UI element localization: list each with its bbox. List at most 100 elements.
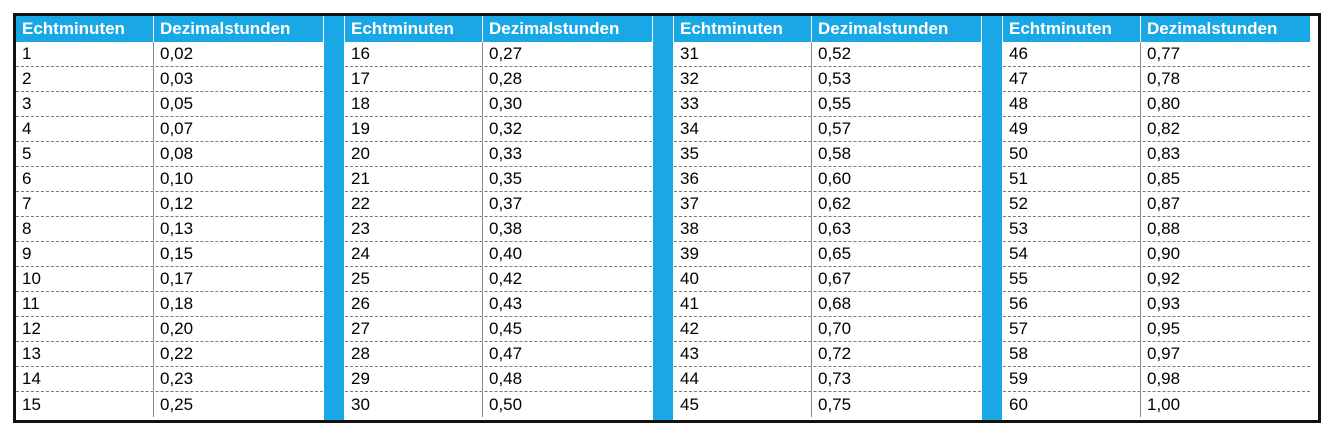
header-row: Echtminuten Dezimalstunden xyxy=(16,16,323,42)
table-row: 4 0,07 xyxy=(16,117,323,142)
decimal-cell: 0,65 xyxy=(818,244,852,263)
decimal-cell: 0,60 xyxy=(818,169,852,188)
table-row: 7 0,12 xyxy=(16,192,323,217)
decimal-cell: 0,03 xyxy=(160,69,194,88)
decimal-cell: 0,37 xyxy=(489,194,523,213)
decimal-cell: 0,90 xyxy=(1147,244,1181,263)
decimal-cell: 0,20 xyxy=(160,319,194,338)
decimal-cell: 0,58 xyxy=(818,144,852,163)
decimal-cell: 0,32 xyxy=(489,119,523,138)
table-row: 22 0,37 xyxy=(345,192,652,217)
minutes-cell: 57 xyxy=(1003,317,1141,341)
table-row: 39 0,65 xyxy=(674,242,981,267)
table-row: 36 0,60 xyxy=(674,167,981,192)
table-row: 42 0,70 xyxy=(674,317,981,342)
table-row: 15 0,25 xyxy=(16,392,323,417)
decimal-cell: 0,47 xyxy=(489,344,523,363)
table-row: 55 0,92 xyxy=(1003,267,1310,292)
table-row: 12 0,20 xyxy=(16,317,323,342)
minutes-cell: 22 xyxy=(345,192,483,216)
header-dezimalstunden: Dezimalstunden xyxy=(1147,19,1278,38)
minutes-cell: 40 xyxy=(674,267,812,291)
table-row: 58 0,97 xyxy=(1003,342,1310,367)
decimal-cell: 0,85 xyxy=(1147,169,1181,188)
table-row: 45 0,75 xyxy=(674,392,981,417)
decimal-cell: 0,77 xyxy=(1147,44,1181,63)
table-row: 49 0,82 xyxy=(1003,117,1310,142)
table-row: 50 0,83 xyxy=(1003,142,1310,167)
decimal-cell: 0,48 xyxy=(489,369,523,388)
column-separator xyxy=(323,16,345,420)
minutes-cell: 11 xyxy=(16,292,154,316)
minutes-cell: 48 xyxy=(1003,92,1141,116)
decimal-cell: 0,17 xyxy=(160,269,194,288)
table-row: 56 0,93 xyxy=(1003,292,1310,317)
decimal-cell: 0,52 xyxy=(818,44,852,63)
minutes-cell: 54 xyxy=(1003,242,1141,266)
decimal-cell: 0,75 xyxy=(818,394,852,414)
table-row: 27 0,45 xyxy=(345,317,652,342)
minutes-cell: 19 xyxy=(345,117,483,141)
minutes-cell: 60 xyxy=(1003,392,1141,417)
table-row: 54 0,90 xyxy=(1003,242,1310,267)
minutes-cell: 12 xyxy=(16,317,154,341)
minutes-cell: 7 xyxy=(16,192,154,216)
minutes-cell: 38 xyxy=(674,217,812,241)
decimal-cell: 0,42 xyxy=(489,269,523,288)
table-row: 51 0,85 xyxy=(1003,167,1310,192)
decimal-cell: 0,55 xyxy=(818,94,852,113)
table-row: 24 0,40 xyxy=(345,242,652,267)
minutes-cell: 16 xyxy=(345,42,483,66)
minutes-cell: 2 xyxy=(16,67,154,91)
minutes-cell: 33 xyxy=(674,92,812,116)
decimal-cell: 0,02 xyxy=(160,44,194,63)
decimal-cell: 0,73 xyxy=(818,369,852,388)
column-separator xyxy=(652,16,674,420)
decimal-cell: 0,68 xyxy=(818,294,852,313)
decimal-cell: 0,43 xyxy=(489,294,523,313)
table-row: 29 0,48 xyxy=(345,367,652,392)
decimal-cell: 0,07 xyxy=(160,119,194,138)
table-row: 59 0,98 xyxy=(1003,367,1310,392)
table-row: 30 0,50 xyxy=(345,392,652,417)
table-row: 9 0,15 xyxy=(16,242,323,267)
header-echtminuten: Echtminuten xyxy=(16,16,154,42)
minutes-cell: 25 xyxy=(345,267,483,291)
minutes-cell: 42 xyxy=(674,317,812,341)
minutes-cell: 29 xyxy=(345,367,483,391)
decimal-cell: 0,97 xyxy=(1147,344,1181,363)
minutes-cell: 53 xyxy=(1003,217,1141,241)
table-row: 41 0,68 xyxy=(674,292,981,317)
table-row: 60 1,00 xyxy=(1003,392,1310,417)
header-row: Echtminuten Dezimalstunden xyxy=(1003,16,1310,42)
table-row: 32 0,53 xyxy=(674,67,981,92)
decimal-cell: 0,23 xyxy=(160,369,194,388)
column-separator xyxy=(981,16,1003,420)
minutes-cell: 26 xyxy=(345,292,483,316)
table-row: 18 0,30 xyxy=(345,92,652,117)
table-row: 6 0,10 xyxy=(16,167,323,192)
table-row: 11 0,18 xyxy=(16,292,323,317)
decimal-cell: 0,18 xyxy=(160,294,194,313)
table-row: 34 0,57 xyxy=(674,117,981,142)
minutes-cell: 41 xyxy=(674,292,812,316)
minutes-cell: 6 xyxy=(16,167,154,191)
decimal-cell: 0,93 xyxy=(1147,294,1181,313)
minutes-cell: 23 xyxy=(345,217,483,241)
decimal-cell: 0,30 xyxy=(489,94,523,113)
decimal-cell: 0,27 xyxy=(489,44,523,63)
minutes-cell: 31 xyxy=(674,42,812,66)
table-row: 19 0,32 xyxy=(345,117,652,142)
minutes-cell: 59 xyxy=(1003,367,1141,391)
minutes-cell: 1 xyxy=(16,42,154,66)
table-row: 35 0,58 xyxy=(674,142,981,167)
minutes-cell: 27 xyxy=(345,317,483,341)
table-row: 5 0,08 xyxy=(16,142,323,167)
table-row: 38 0,63 xyxy=(674,217,981,242)
table-row: 25 0,42 xyxy=(345,267,652,292)
table-row: 26 0,43 xyxy=(345,292,652,317)
header-dezimalstunden: Dezimalstunden xyxy=(160,19,291,38)
decimal-cell: 0,72 xyxy=(818,344,852,363)
minutes-cell: 9 xyxy=(16,242,154,266)
table-row: 44 0,73 xyxy=(674,367,981,392)
